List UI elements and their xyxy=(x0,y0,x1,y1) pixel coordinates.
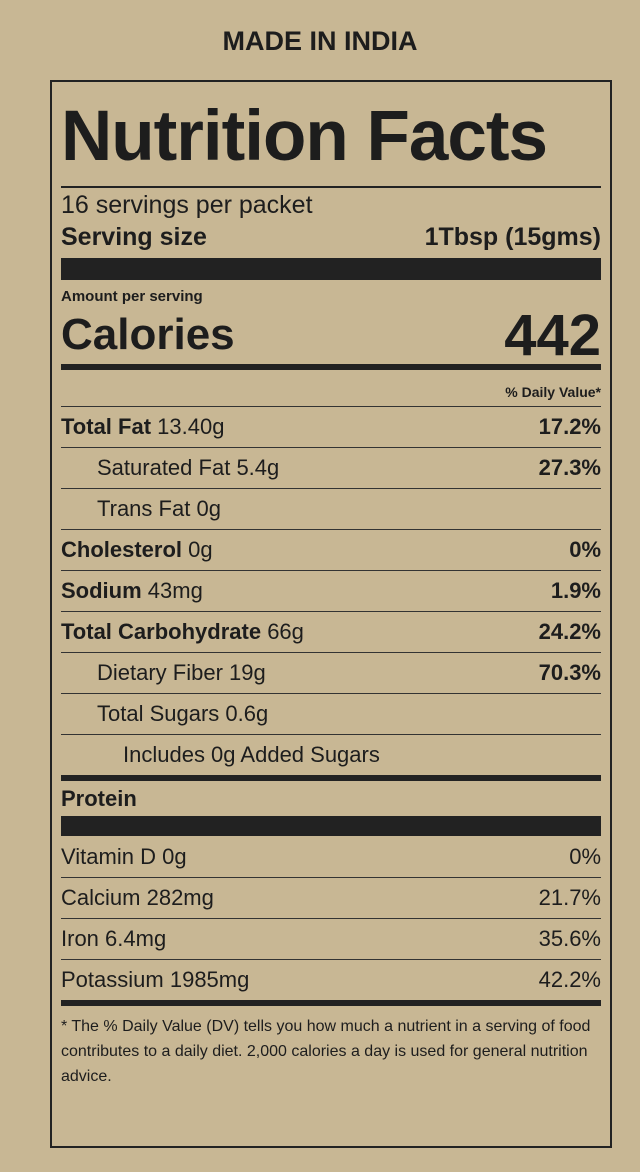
nutrient-row: Dietary Fiber 19g 70.3% xyxy=(61,652,601,693)
nutrient: Iron 6.4mg xyxy=(61,926,166,952)
nutrient-name: Cholesterol xyxy=(61,537,183,562)
nutrient-amount: 13.40g xyxy=(157,414,225,439)
serving-size-value: 1Tbsp (15gms) xyxy=(424,223,601,251)
nutrient-name: Iron xyxy=(61,926,99,951)
daily-value-header: % Daily Value* xyxy=(61,364,601,406)
nutrient-name: Includes 0g Added Sugars xyxy=(123,742,380,767)
daily-value: 0% xyxy=(569,843,601,869)
nutrient: Sodium 43mg xyxy=(61,578,203,604)
nutrients: Total Fat 13.40g 17.2% Saturated Fat 5.4g 2… xyxy=(61,406,601,816)
nutrient: Total Fat 13.40g xyxy=(61,414,224,440)
nutrient-name: Total Sugars xyxy=(97,701,220,726)
vitamins: Vitamin D 0g 0% Calcium 282mg 21.7% Iron 6.4… xyxy=(61,836,601,1000)
daily-value: 35.6% xyxy=(538,926,601,951)
footnote: * The % Daily Value (DV) tells you how m… xyxy=(61,1000,601,1089)
daily-value: 70.3% xyxy=(538,660,601,685)
daily-value: 0% xyxy=(569,537,601,562)
nutrient: Calcium 282mg xyxy=(61,885,214,911)
divider xyxy=(61,816,601,836)
nutrient-name: Total Fat xyxy=(61,414,152,439)
nutrient-name: Total Carbohydrate xyxy=(61,619,262,644)
nutrient: Includes 0g Added Sugars xyxy=(123,742,380,768)
nutrient-name: Sodium xyxy=(61,578,142,603)
serving-size: Serving size 1Tbsp (15gms) xyxy=(61,220,601,258)
daily-value: 24.2% xyxy=(538,619,601,644)
nutrient-name: Vitamin D xyxy=(61,843,156,869)
servings: 16 servings per packet xyxy=(61,191,313,219)
nutrient-amount: 6.4mg xyxy=(105,926,167,951)
nutrient: Trans Fat 0g xyxy=(97,496,221,522)
nutrient: Dietary Fiber 19g xyxy=(97,660,266,686)
amount-per-serving: Amount per serving xyxy=(61,288,203,305)
nutrient: Protein xyxy=(61,786,137,812)
nutrient-name: Calcium xyxy=(61,885,141,910)
nutrient-amount: 5.4g xyxy=(236,455,280,480)
nutrient-name: Dietary Fiber xyxy=(97,660,223,685)
nutrient-amount: 1985mg xyxy=(169,967,250,992)
nutrient-row: Potassium 1985mg 42.2% xyxy=(61,959,601,1000)
calories-label: Calories xyxy=(61,310,235,359)
nutrient-name: Trans Fat xyxy=(97,496,191,521)
title: Nutrition Facts xyxy=(61,82,601,188)
daily-value: 42.2% xyxy=(538,967,601,992)
nutrient-row: Iron 6.4mg 35.6% xyxy=(61,918,601,959)
nutrient: Saturated Fat 5.4g xyxy=(97,455,279,481)
nutrient-row: Total Fat 13.40g 17.2% xyxy=(61,406,601,447)
serving-size-label: Serving size xyxy=(61,223,207,251)
daily-value: 1.9% xyxy=(550,578,601,603)
nutrient: Potassium 1985mg xyxy=(61,967,249,993)
nutrient-name: Saturated Fat xyxy=(97,455,231,480)
daily-value: 17.2% xyxy=(538,414,601,439)
nutrient-row: Calcium 282mg 21.7% xyxy=(61,877,601,918)
nutrient-row: Protein xyxy=(61,775,601,816)
nutrient-amount: 0g xyxy=(196,496,221,521)
nutrient-amount: 0g xyxy=(162,843,187,869)
nutrient-row: Total Carbohydrate 66g 24.2% xyxy=(61,611,601,652)
nutrient-amount: 0g xyxy=(188,537,213,562)
divider xyxy=(61,258,601,280)
nutrient-row: Saturated Fat 5.4g 27.3% xyxy=(61,447,601,488)
calories: Calories 442 xyxy=(61,303,601,368)
header: MADE IN INDIA xyxy=(222,26,418,56)
nutrient-row: Cholesterol 0g 0% xyxy=(61,529,601,570)
nutrient-amount: 66g xyxy=(267,619,304,644)
nutrient-name: Potassium xyxy=(61,967,164,992)
nutrient: Total Carbohydrate 66g xyxy=(61,619,304,645)
nutrient: Vitamin D 0g xyxy=(61,844,187,870)
nutrition-label: Nutrition Facts 16 servings per packet S… xyxy=(50,80,612,1148)
nutrient-amount: 19g xyxy=(229,660,266,685)
nutrient-row: Total Sugars 0.6g xyxy=(61,693,601,734)
nutrient-row: Vitamin D 0g 0% xyxy=(61,836,601,877)
daily-value: 27.3% xyxy=(538,455,601,480)
nutrient-row: Sodium 43mg 1.9% xyxy=(61,570,601,611)
nutrient-name: Protein xyxy=(61,785,137,811)
calories-value: 442 xyxy=(504,302,601,368)
nutrient-amount: 0.6g xyxy=(225,701,269,726)
nutrient: Cholesterol 0g xyxy=(61,537,213,563)
daily-value: 21.7% xyxy=(538,885,601,910)
nutrient: Total Sugars 0.6g xyxy=(97,701,268,727)
nutrient-row: Includes 0g Added Sugars xyxy=(61,734,601,775)
nutrient-row: Trans Fat 0g xyxy=(61,488,601,529)
nutrient-amount: 282mg xyxy=(146,885,214,910)
nutrient-amount: 43mg xyxy=(147,578,203,603)
